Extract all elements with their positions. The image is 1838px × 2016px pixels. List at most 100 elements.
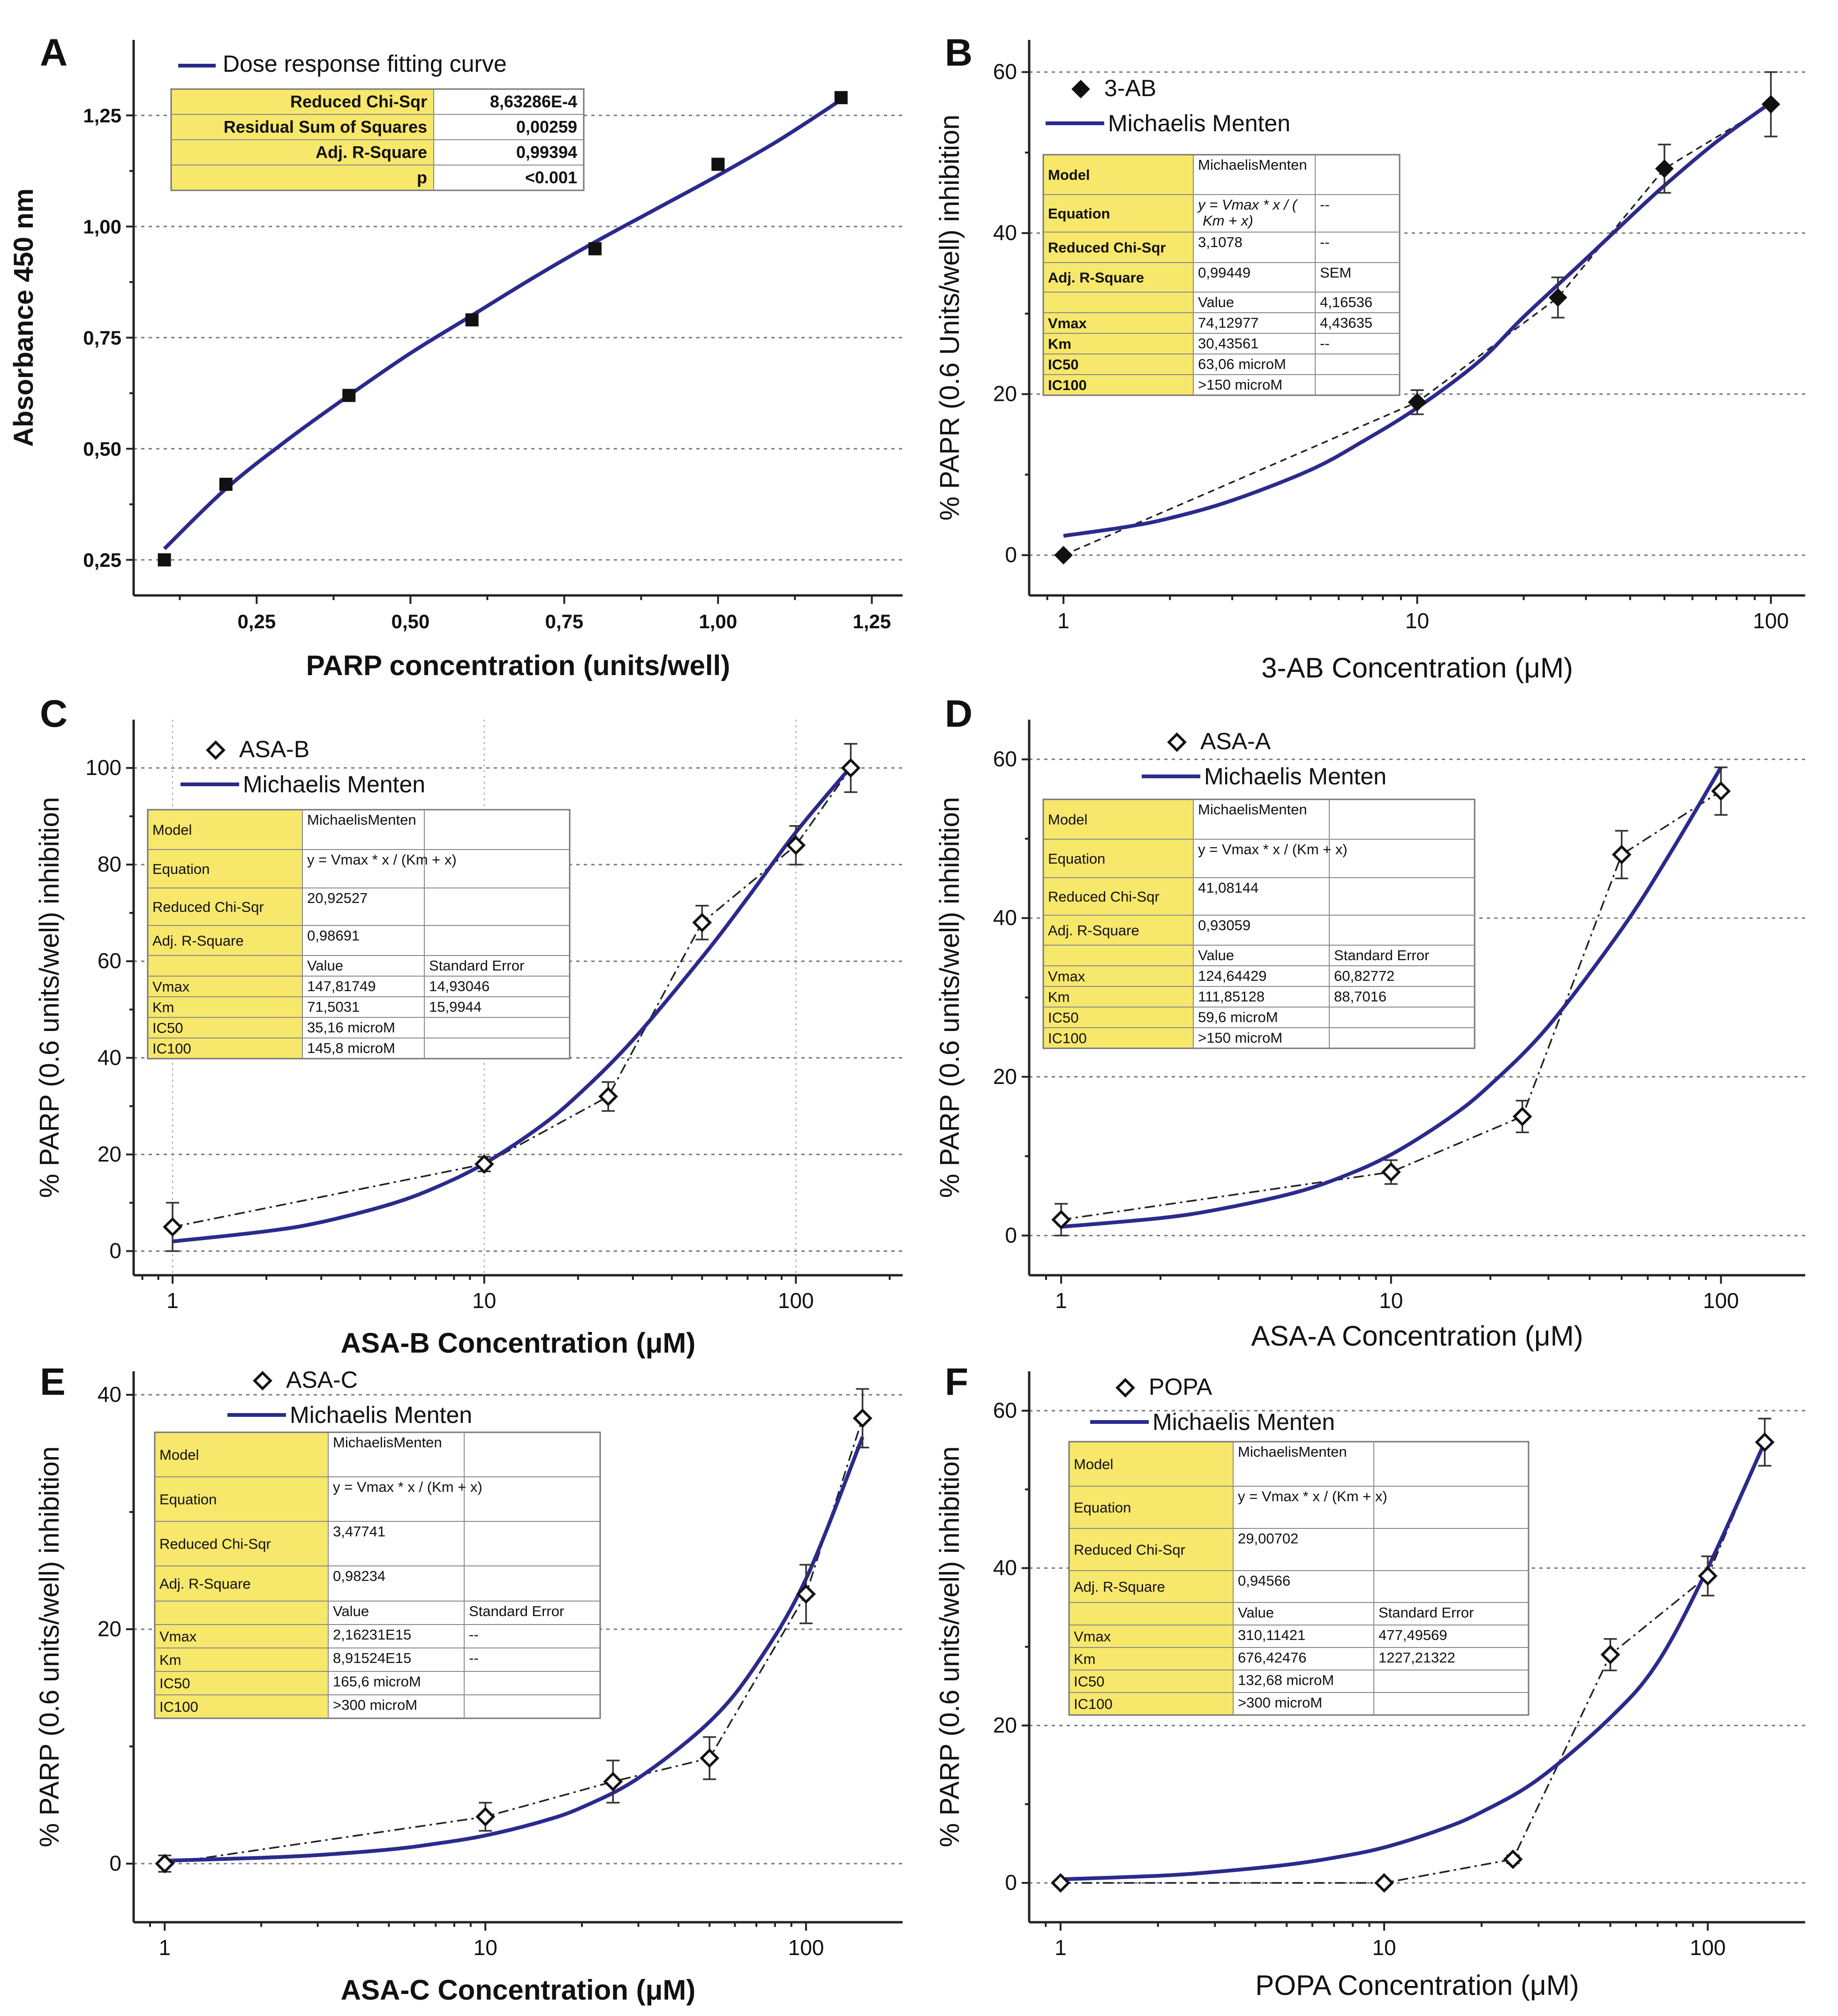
table-cell-label: p — [417, 168, 427, 187]
table-cell-value: Standard Error — [1334, 947, 1429, 963]
data-point — [1054, 546, 1073, 564]
table-cell-value: 41,08144 — [1198, 880, 1258, 896]
y-tick-label: 40 — [993, 220, 1017, 245]
table-cell-value: 1227,21322 — [1378, 1649, 1455, 1666]
table-cell-value: <0.001 — [525, 168, 577, 187]
panel-d: D 0 20 40 60 1 10 100 ASA-A Concentration (μM) % … — [934, 692, 1805, 1352]
x-tick-label: 100 — [788, 1935, 824, 1960]
table-cell-label: Km — [1074, 1651, 1096, 1667]
x-tick-label: 1 — [1055, 1288, 1067, 1313]
x-axis-title: PARP concentration (units/well) — [306, 650, 731, 681]
table-cell-label: Km — [159, 1652, 181, 1668]
table-cell-label: Equation — [1074, 1499, 1131, 1516]
table-cell-value: -- — [1320, 335, 1330, 352]
equation-line-2: Km + x) — [1203, 212, 1253, 229]
table-cell-value: 0,99394 — [516, 143, 577, 162]
y-axis-title: % PARP (0.6 units/well) inhibition — [934, 1446, 965, 1847]
table-cell-value: 147,81749 — [307, 978, 376, 994]
table-border — [1042, 798, 1476, 1049]
data-connector-line — [172, 767, 851, 1228]
table-label-column — [155, 1432, 328, 1718]
table-border — [147, 809, 571, 1060]
table-cell-value: Value — [307, 957, 343, 974]
y-tick-label: 40 — [98, 1045, 121, 1069]
table-cell-value: -- — [1320, 234, 1330, 250]
table-cell-label: Reduced Chi-Sqr — [1048, 240, 1166, 256]
x-axis-title: POPA Concentration (μM) — [1255, 1970, 1579, 2001]
table-cell-value: 30,43561 — [1198, 335, 1258, 352]
data-point — [692, 912, 712, 933]
legend-data-label: POPA — [1149, 1374, 1213, 1400]
legend-fit-label: Michaelis Menten — [1204, 763, 1386, 790]
panel-e: E 0 20 40 1 10 100 ASA-C Concentration (μM) % PA… — [34, 1361, 903, 2006]
table-cell-label: IC100 — [1074, 1696, 1113, 1712]
y-tick-label: 40 — [993, 1556, 1017, 1580]
table-cell-label: Adj. R-Square — [152, 933, 244, 949]
table-cell-label: Model — [159, 1447, 199, 1463]
y-axis-title: % PARP (0.6 units/well) inhibition — [934, 797, 965, 1198]
data-point — [711, 158, 725, 171]
table-cell-label: Model — [152, 822, 192, 838]
legend-data-marker — [1115, 1378, 1135, 1398]
data-point — [1711, 781, 1731, 801]
x-tick-label: 10 — [1405, 609, 1429, 633]
panel-f: F 0 20 40 60 1 10 100 POPA Concentration (μM) % P… — [934, 1361, 1805, 2001]
table-border — [154, 1431, 601, 1719]
table-cell-value: MichaelisMenten — [1198, 157, 1307, 173]
data-point — [1762, 95, 1780, 114]
panel-letter: A — [40, 31, 68, 74]
panel-b: B 0 20 40 60 1 10 100 3-AB Concentration (μM) % P… — [934, 31, 1805, 684]
stats-table-a: Reduced Chi-Sqr 8,63286E-4 Residual Sum of… — [170, 88, 585, 191]
y-tick-label: 1,00 — [83, 216, 121, 238]
data-connector-line — [1063, 103, 1771, 556]
y-tick-label: 0,75 — [83, 327, 121, 349]
table-cell-value: MichaelisMenten — [333, 1434, 442, 1451]
data-point — [1381, 1162, 1401, 1182]
data-point — [342, 389, 356, 402]
table-cell-value: 0,00259 — [516, 117, 577, 136]
stats-table-c: Model MichaelisMenten Equation y = Vmax * x… — [147, 809, 571, 1060]
x-tick-label: 1 — [158, 1935, 171, 1960]
table-cell-label: Adj. R-Square — [316, 143, 427, 162]
data-point — [598, 1086, 618, 1106]
table-cell-value: 3,1078 — [1198, 234, 1243, 250]
y-tick-label: 20 — [993, 1713, 1017, 1737]
y-tick-label: 60 — [993, 1398, 1017, 1422]
data-point — [1655, 159, 1674, 178]
table-cell-label: Vmax — [1074, 1628, 1111, 1645]
table-cell-value: MichaelisMenten — [307, 812, 416, 828]
table-cell-value: 35,16 microM — [307, 1019, 395, 1036]
table-cell-value: 20,92527 — [307, 890, 368, 906]
y-tick-label: 40 — [98, 1382, 121, 1407]
data-point — [1512, 1106, 1532, 1127]
table-cell-label: Reduced Chi-Sqr — [152, 899, 264, 915]
fit-curve — [1060, 1441, 1767, 1881]
legend-fit-label: Dose response fitting curve — [223, 51, 507, 77]
table-cell-label: IC100 — [1048, 377, 1087, 393]
table-cell-label: Adj. R-Square — [1048, 270, 1144, 286]
fit-curve — [1061, 766, 1723, 1229]
y-tick-label: 0,50 — [83, 438, 121, 460]
x-tick-label: 100 — [778, 1288, 814, 1313]
y-tick-label: 0,25 — [83, 549, 121, 571]
x-axis-title: ASA-C Concentration (μM) — [341, 1974, 696, 2006]
table-border — [1042, 154, 1401, 396]
table-cell-value: y = Vmax * x / (Km + x) — [333, 1479, 482, 1495]
table-cell-value: 8,91524E15 — [333, 1650, 411, 1666]
table-cell-value: y = Vmax * x / (Km + x) — [1198, 841, 1348, 858]
x-tick-label: 1 — [1055, 1935, 1067, 1960]
data-point — [155, 1854, 175, 1873]
legend: ASA-C Michaelis Menten — [227, 1367, 472, 1428]
table-cell-label: IC50 — [1074, 1673, 1104, 1690]
panel-letter: C — [40, 692, 68, 735]
table-cell-value: 0,93059 — [1198, 917, 1250, 933]
table-cell-value: Value — [1238, 1604, 1274, 1621]
table-cell-label: Equation — [152, 861, 210, 877]
table-cell-value: 0,98234 — [333, 1568, 385, 1584]
data-point — [158, 553, 171, 567]
y-tick-label: 0 — [1005, 1223, 1017, 1247]
x-tick-label: 1,25 — [853, 610, 891, 632]
legend: POPA Michaelis Menten — [1090, 1374, 1335, 1435]
table-cell-value: >300 microM — [1238, 1694, 1322, 1711]
